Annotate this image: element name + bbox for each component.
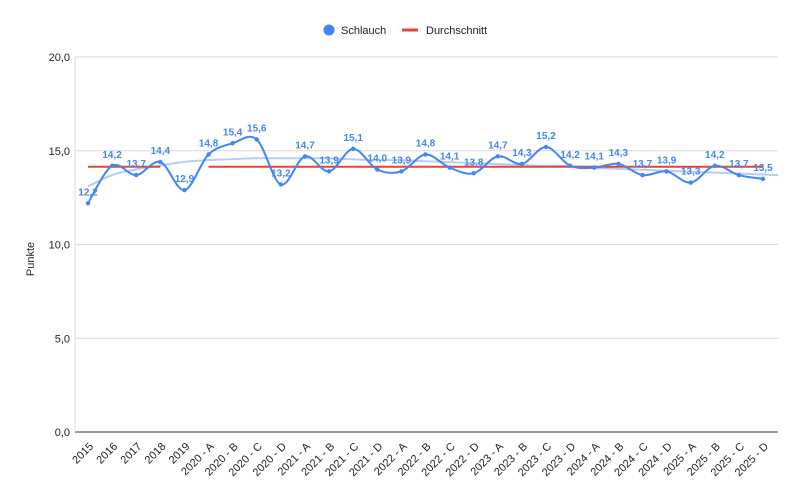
data-label: 13,5 — [753, 163, 773, 174]
data-label: 13,7 — [126, 159, 146, 170]
data-point — [85, 201, 91, 206]
y-axis-title: Punkte — [25, 242, 37, 276]
y-tick-label: 20,0 — [49, 52, 70, 64]
data-label: 15,4 — [223, 127, 243, 138]
data-label: 14,7 — [488, 140, 508, 151]
data-label: 14,2 — [705, 150, 725, 161]
data-label: 14,2 — [102, 150, 122, 161]
data-point — [109, 163, 115, 168]
axes: 0,05,010,015,020,02015201620172018201920… — [49, 52, 772, 479]
data-point — [640, 172, 645, 178]
data-point — [134, 172, 139, 178]
x-tick-label: 2015 — [70, 441, 96, 467]
data-point — [302, 154, 308, 159]
data-label: 14,2 — [560, 150, 580, 161]
data-point — [567, 163, 573, 168]
data-point — [182, 187, 187, 193]
data-label: 15,1 — [343, 133, 363, 144]
data-point — [158, 159, 163, 165]
data-label: 15,2 — [536, 131, 556, 142]
data-label: 13,9 — [392, 155, 412, 166]
y-tick-label: 0,0 — [55, 427, 70, 439]
data-point — [543, 144, 549, 150]
data-label: 14,7 — [295, 140, 315, 151]
data-point — [423, 152, 428, 157]
data-label: 13,3 — [681, 167, 701, 178]
data-label: 15,6 — [247, 124, 267, 135]
data-point — [736, 172, 742, 178]
data-label: 14,3 — [512, 148, 532, 159]
data-point — [326, 169, 332, 174]
y-tick-label: 15,0 — [49, 146, 70, 158]
data-labels: 12,2 14,2 13,7 14,4 12,9 14,8 15,4 15,6 13,2 14,7… — [78, 124, 773, 199]
data-point — [616, 161, 621, 167]
x-tick-label: 2016 — [94, 441, 120, 467]
data-label: 13,9 — [657, 155, 677, 166]
data-point — [712, 163, 717, 168]
data-point — [447, 165, 452, 170]
data-point — [399, 169, 404, 174]
legend-label-schlauch: Schlauch — [341, 25, 386, 37]
y-tick-label: 5,0 — [55, 333, 70, 345]
data-point — [688, 180, 693, 185]
legend-marker-schlauch — [323, 24, 335, 36]
data-point — [278, 182, 284, 187]
data-label: 13,2 — [271, 169, 291, 180]
data-point — [471, 171, 476, 176]
data-label: 14,0 — [368, 154, 388, 165]
legend: Schlauch Durchschnitt — [323, 24, 487, 37]
x-tick-label: 2017 — [119, 441, 145, 467]
data-label: 12,2 — [78, 187, 98, 198]
data-label: 14,1 — [440, 152, 460, 163]
data-point — [350, 146, 356, 152]
data-label: 14,8 — [199, 139, 219, 150]
data-point — [254, 137, 259, 142]
schlauch-series — [85, 135, 766, 206]
data-label: 13,7 — [729, 159, 749, 170]
data-point — [592, 165, 597, 170]
data-point — [375, 167, 380, 172]
data-point — [206, 152, 211, 157]
x-tick-label: 2018 — [143, 441, 169, 467]
data-label: 13,8 — [464, 157, 484, 168]
data-point — [664, 169, 669, 174]
data-label: 13,7 — [633, 159, 653, 170]
data-point — [495, 154, 501, 159]
data-point — [230, 141, 235, 146]
y-tick-label: 10,0 — [49, 240, 70, 252]
data-point — [760, 176, 766, 182]
grid — [75, 56, 778, 433]
data-label: 14,4 — [151, 146, 171, 157]
data-label: 14,8 — [416, 139, 436, 150]
data-label: 14,1 — [585, 152, 605, 163]
data-label: 13,9 — [319, 155, 339, 166]
data-label: 14,3 — [609, 148, 629, 159]
legend-label-durchschnitt: Durchschnitt — [426, 25, 487, 37]
data-point — [519, 161, 525, 167]
data-label: 12,9 — [175, 174, 195, 185]
